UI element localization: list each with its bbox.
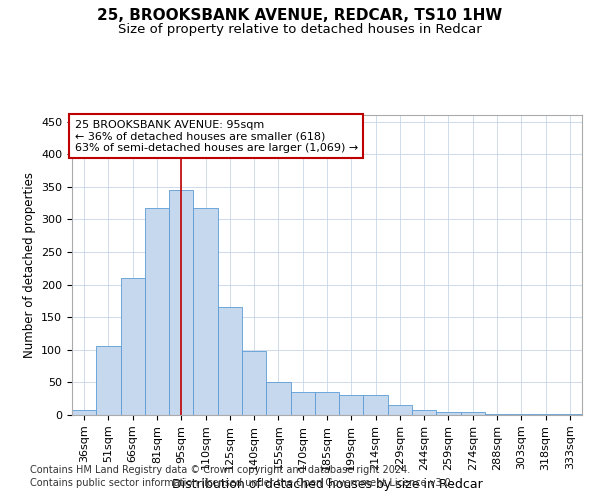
Bar [509, 414, 533, 415]
Bar [388, 404, 412, 415]
Y-axis label: Number of detached properties: Number of detached properties [23, 172, 35, 358]
Text: Contains HM Land Registry data © Crown copyright and database right 2024.: Contains HM Land Registry data © Crown c… [30, 465, 410, 475]
Bar [266, 382, 290, 415]
Text: 25 BROOKSBANK AVENUE: 95sqm
← 36% of detached houses are smaller (618)
63% of se: 25 BROOKSBANK AVENUE: 95sqm ← 36% of det… [74, 120, 358, 152]
Bar [169, 190, 193, 415]
Bar [145, 208, 169, 415]
Bar [96, 346, 121, 415]
Bar [558, 414, 582, 415]
Bar [193, 208, 218, 415]
Bar [218, 308, 242, 415]
Bar [461, 412, 485, 415]
Bar [364, 396, 388, 415]
Bar [339, 396, 364, 415]
Bar [485, 414, 509, 415]
Text: 25, BROOKSBANK AVENUE, REDCAR, TS10 1HW: 25, BROOKSBANK AVENUE, REDCAR, TS10 1HW [97, 8, 503, 22]
Bar [72, 410, 96, 415]
Bar [315, 392, 339, 415]
Text: Size of property relative to detached houses in Redcar: Size of property relative to detached ho… [118, 22, 482, 36]
Bar [290, 392, 315, 415]
Text: Contains public sector information licensed under the Open Government Licence v3: Contains public sector information licen… [30, 478, 454, 488]
Bar [436, 412, 461, 415]
Bar [533, 414, 558, 415]
Bar [412, 410, 436, 415]
Bar [242, 351, 266, 415]
Bar [121, 278, 145, 415]
X-axis label: Distribution of detached houses by size in Redcar: Distribution of detached houses by size … [172, 478, 482, 491]
